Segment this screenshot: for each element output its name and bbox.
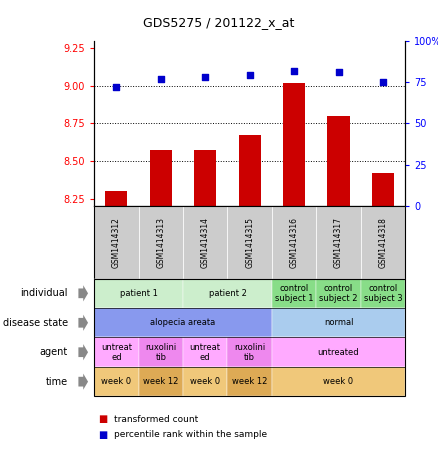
Text: GSM1414312: GSM1414312 [112, 217, 121, 268]
Text: time: time [46, 376, 68, 387]
Text: disease state: disease state [3, 318, 68, 328]
Bar [150, 150, 172, 206]
Text: normal: normal [324, 318, 353, 327]
Text: untreated: untreated [318, 348, 359, 357]
Text: GSM1414313: GSM1414313 [156, 217, 165, 268]
Text: GSM1414318: GSM1414318 [378, 217, 388, 268]
Text: ruxolini
tib: ruxolini tib [145, 342, 177, 362]
Text: individual: individual [21, 288, 68, 299]
Bar [194, 150, 216, 206]
Text: control
subject 2: control subject 2 [319, 284, 358, 303]
Text: control
subject 3: control subject 3 [364, 284, 402, 303]
Text: week 12: week 12 [232, 377, 267, 386]
Text: patient 1: patient 1 [120, 289, 158, 298]
Bar [327, 116, 350, 206]
Point [113, 83, 120, 91]
Text: GSM1414314: GSM1414314 [201, 217, 210, 268]
Point [157, 75, 164, 82]
Text: week 0: week 0 [101, 377, 131, 386]
Text: control
subject 1: control subject 1 [275, 284, 313, 303]
Text: patient 2: patient 2 [208, 289, 247, 298]
Text: untreat
ed: untreat ed [101, 342, 132, 362]
Text: ■: ■ [99, 414, 108, 424]
Text: GSM1414316: GSM1414316 [290, 217, 299, 268]
Text: alopecia areata: alopecia areata [150, 318, 215, 327]
Point [290, 67, 297, 74]
Text: week 0: week 0 [190, 377, 220, 386]
Text: GSM1414317: GSM1414317 [334, 217, 343, 268]
Point [246, 72, 253, 79]
Text: untreat
ed: untreat ed [190, 342, 221, 362]
Point [335, 68, 342, 76]
Point [202, 73, 209, 81]
Text: transformed count: transformed count [114, 414, 198, 424]
Text: GSM1414315: GSM1414315 [245, 217, 254, 268]
Text: week 12: week 12 [143, 377, 179, 386]
Bar [105, 191, 127, 206]
Text: percentile rank within the sample: percentile rank within the sample [114, 430, 267, 439]
Text: ■: ■ [99, 430, 108, 440]
Bar [283, 83, 305, 206]
Point [379, 78, 386, 86]
Bar [372, 173, 394, 206]
Text: week 0: week 0 [323, 377, 353, 386]
Text: agent: agent [40, 347, 68, 357]
Text: GDS5275 / 201122_x_at: GDS5275 / 201122_x_at [143, 16, 295, 29]
Bar [239, 135, 261, 206]
Text: ruxolini
tib: ruxolini tib [234, 342, 265, 362]
